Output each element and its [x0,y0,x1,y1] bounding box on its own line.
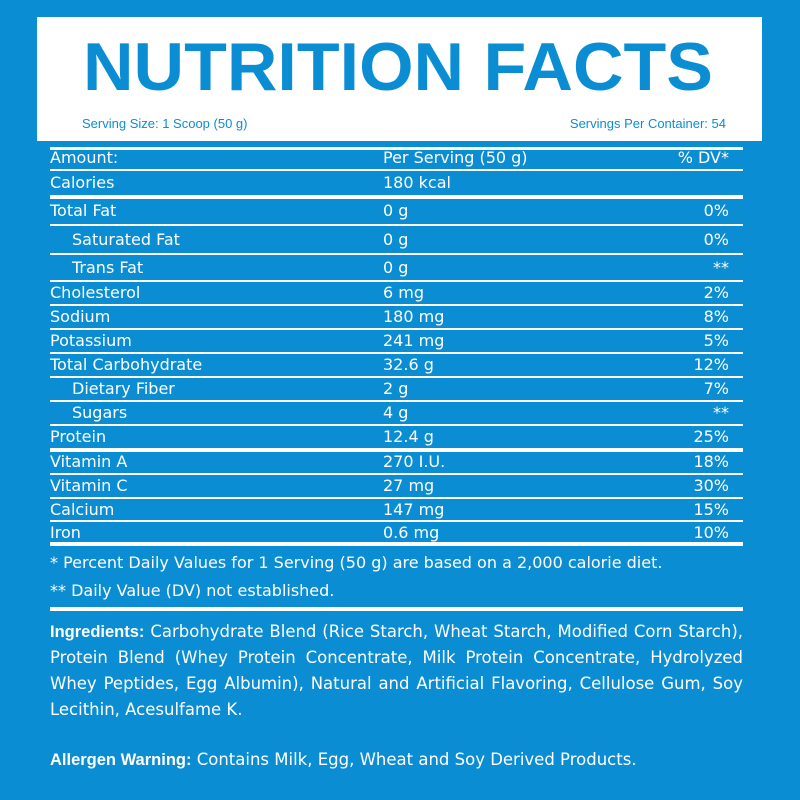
allergen-label: Allergen Warning: [50,751,192,769]
rule [50,542,743,546]
amount: 4 g [383,403,409,422]
rule [50,520,743,522]
nutrient: Sugars [72,403,128,422]
amount: 180 mg [383,307,445,326]
daily-value: 18% [693,452,729,471]
header-box: NUTRITION FACTS Serving Size: 1 Scoop (5… [37,17,762,141]
rule [50,424,743,426]
amount: 180 kcal [383,173,451,192]
serving-size: Serving Size: 1 Scoop (50 g) [82,116,248,131]
daily-value: 0% [703,201,729,220]
rule [50,473,743,475]
column-header: Amount: [50,148,119,167]
ingredients-label: Ingredients: [50,623,145,641]
amount: 0 g [383,258,409,277]
amount: 147 mg [383,500,445,519]
nutrient: Vitamin A [50,452,128,471]
nutrient: Protein [50,427,107,446]
nutrient: Total Fat [50,201,117,220]
rule [50,400,743,402]
column-header: Per Serving (50 g) [383,148,528,167]
ingredients-text: Carbohydrate Blend (Rice Starch, Wheat S… [50,622,743,719]
rule [50,497,743,499]
amount: 270 I.U. [383,452,446,471]
rule [50,253,743,255]
servings-per-container: Servings Per Container: 54 [569,116,726,131]
nutrient: Calcium [50,500,115,519]
rule [50,169,743,171]
daily-value: ** [713,403,729,422]
rule [50,147,743,150]
column-header: % DV* [677,148,729,167]
amount: 27 mg [383,476,435,495]
amount: 6 mg [383,283,425,302]
amount: 32.6 g [383,355,434,374]
nutrient: Calories [50,173,115,192]
title: NUTRITION FACTS [83,29,713,105]
amount: 12.4 g [383,427,434,446]
allergen-text: Contains Milk, Egg, Wheat and Soy Derive… [196,750,637,769]
daily-value: 7% [703,379,729,398]
rule [50,328,743,330]
nutrient: Vitamin C [50,476,128,495]
nutrient: Dietary Fiber [72,379,175,398]
rule [50,224,743,226]
nutrient: Potassium [50,331,132,350]
nutrient: Total Carbohydrate [50,355,203,374]
rule [50,448,743,452]
footnote: ** Daily Value (DV) not established. [50,581,335,600]
title-svg: NUTRITION FACTS [83,29,713,105]
daily-value: 12% [693,355,729,374]
daily-value: 30% [693,476,729,495]
amount: 0 g [383,230,409,249]
amount: 0.6 mg [383,523,440,542]
daily-value: ** [713,258,729,277]
nutrient: Cholesterol [50,283,141,302]
rule [50,376,743,378]
daily-value: 15% [693,500,729,519]
amount: 2 g [383,379,409,398]
rule [50,352,743,354]
daily-value: 2% [703,283,729,302]
rule [50,607,743,611]
rule [50,304,743,306]
daily-value: 8% [703,307,729,326]
rule [50,280,743,282]
amount: 241 mg [383,331,445,350]
footnote: * Percent Daily Values for 1 Serving (50… [50,553,663,572]
nutrient: Trans Fat [72,258,144,277]
daily-value: 25% [693,427,729,446]
rule [50,195,743,199]
nutrient: Iron [50,523,81,542]
amount: 0 g [383,201,409,220]
daily-value: 0% [703,230,729,249]
nutrient: Saturated Fat [72,230,180,249]
nutrient: Sodium [50,307,111,326]
allergen: Allergen Warning: Contains Milk, Egg, Wh… [50,747,743,773]
daily-value: 10% [693,523,729,542]
daily-value: 5% [703,331,729,350]
ingredients: Ingredients: Carbohydrate Blend (Rice St… [50,619,743,723]
